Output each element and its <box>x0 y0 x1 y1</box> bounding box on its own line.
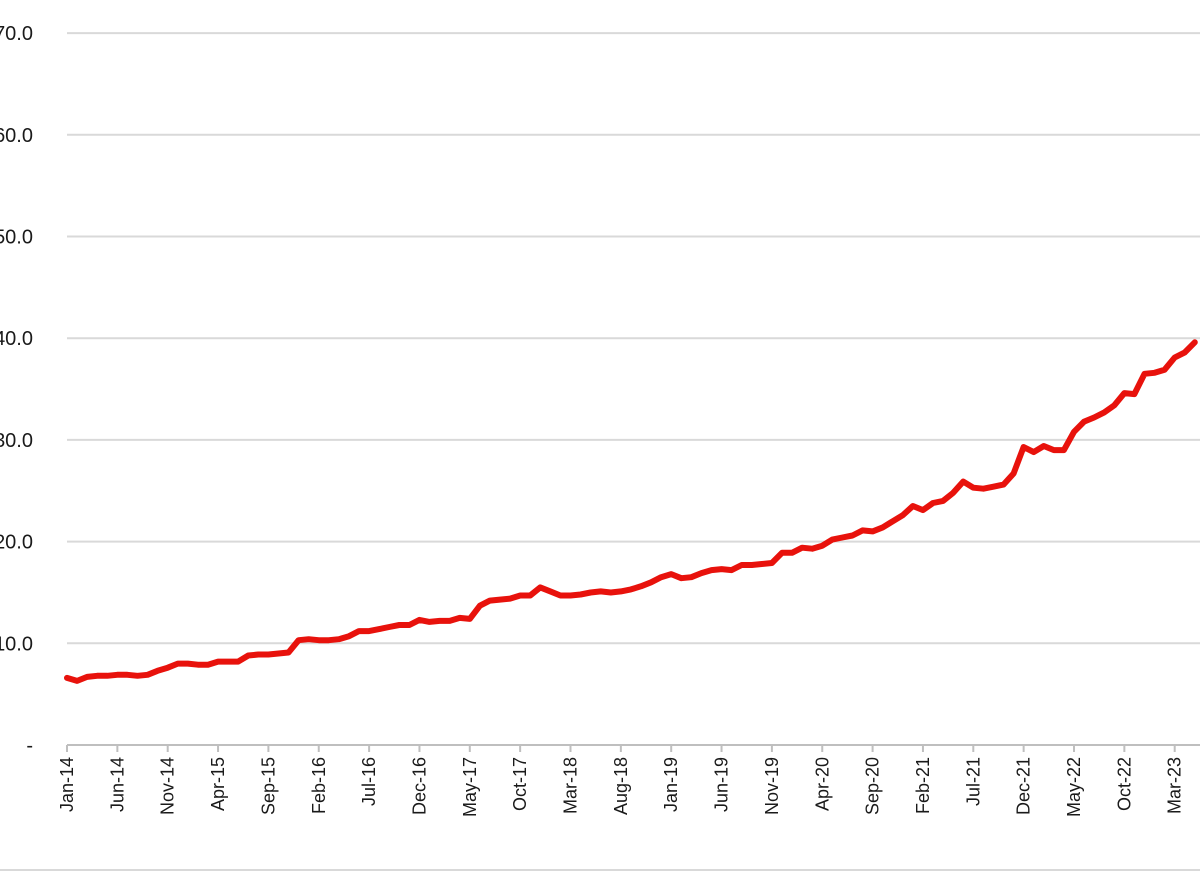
x-tick-label: Sep-15 <box>258 757 278 815</box>
y-tick-label: 70.0 <box>0 23 33 45</box>
x-tick-label: May-22 <box>1064 757 1084 817</box>
x-tick-label: Nov-14 <box>158 757 178 815</box>
x-tick-label: Mar-18 <box>561 757 581 814</box>
y-tick-label: - <box>26 735 33 757</box>
bottom-border <box>0 869 1200 871</box>
x-tick-label: Jun-14 <box>107 757 127 812</box>
x-tick-label: Oct-17 <box>510 757 530 811</box>
x-tick-label: Nov-19 <box>762 757 782 815</box>
x-tick-label: Aug-18 <box>611 757 631 815</box>
y-tick-label: 60.0 <box>0 125 33 147</box>
x-tick-label: Feb-16 <box>309 757 329 814</box>
y-tick-label: 20.0 <box>0 532 33 554</box>
x-tick-label: Jan-14 <box>57 757 77 812</box>
x-tick-label: Dec-21 <box>1014 757 1034 815</box>
x-tick-label: Mar-23 <box>1165 757 1185 814</box>
x-tick-label: Oct-22 <box>1114 757 1134 811</box>
y-tick-label: 40.0 <box>0 328 33 350</box>
x-tick-label: Jul-21 <box>963 757 983 806</box>
y-tick-label: 30.0 <box>0 430 33 452</box>
x-tick-label: May-17 <box>460 757 480 817</box>
x-tick-label: Dec-16 <box>409 757 429 815</box>
series-line <box>64 339 1198 684</box>
x-tick-label: Apr-15 <box>208 757 228 811</box>
x-tick-label: Feb-21 <box>913 757 933 814</box>
x-tick-label: Jun-19 <box>712 757 732 812</box>
x-tick-label: Sep-20 <box>863 757 883 815</box>
y-tick-label: 10.0 <box>0 633 33 655</box>
x-tick-label: Jul-16 <box>359 757 379 806</box>
x-tick-label: Jan-19 <box>661 757 681 812</box>
x-tick-label: Apr-20 <box>812 757 832 811</box>
y-tick-label: 50.0 <box>0 227 33 249</box>
